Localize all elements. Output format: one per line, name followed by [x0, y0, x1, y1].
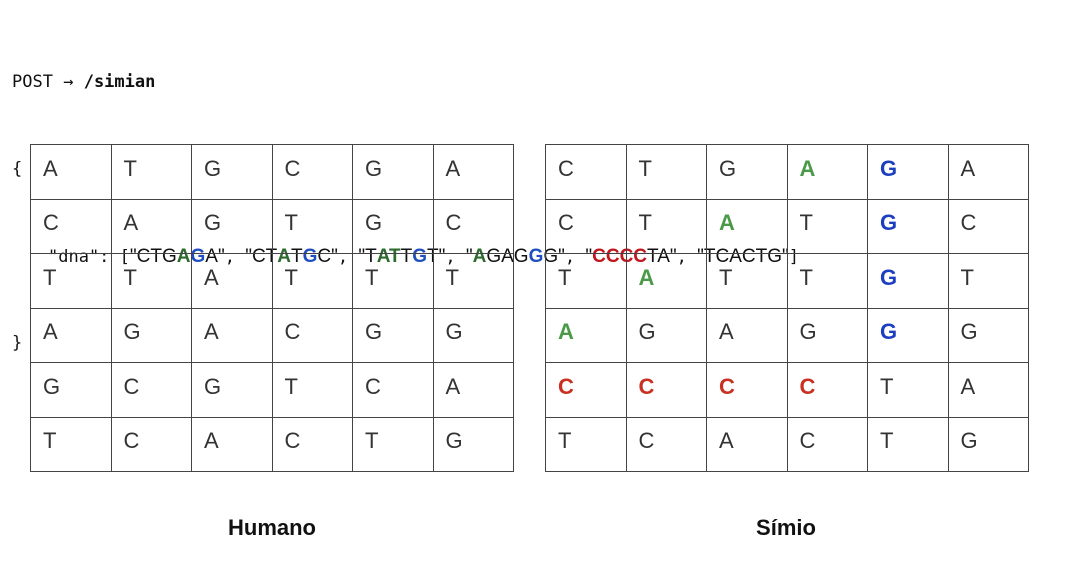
- request-line: POST → /simian: [12, 68, 799, 97]
- grid-cell: C: [947, 198, 1029, 254]
- grid-cell: G: [110, 307, 192, 363]
- grid-cell: C: [545, 144, 627, 200]
- grid-cell: T: [867, 416, 949, 472]
- grid-cell: T: [625, 144, 707, 200]
- grid-cell: C: [786, 362, 868, 418]
- grid-cell: G: [947, 307, 1029, 363]
- grid-cell: T: [947, 253, 1029, 309]
- grid-cell: A: [30, 144, 112, 200]
- grid-cell: C: [271, 144, 353, 200]
- grid-cell: T: [867, 362, 949, 418]
- grid-cell: T: [271, 253, 353, 309]
- grid-cell: A: [706, 198, 788, 254]
- grid-cell: G: [191, 144, 273, 200]
- grid-cell: G: [30, 362, 112, 418]
- grid-cell: A: [947, 144, 1029, 200]
- grid-cell: A: [947, 362, 1029, 418]
- open-brace: {: [12, 159, 23, 179]
- grid-cell: C: [706, 362, 788, 418]
- grid-cell: G: [432, 416, 514, 472]
- grid-cell: G: [867, 144, 949, 200]
- human-caption: Humano: [228, 515, 316, 540]
- grid-cell: G: [352, 198, 434, 254]
- grid-cell: T: [545, 253, 627, 309]
- grid-cell: A: [191, 253, 273, 309]
- grid-cell: T: [30, 416, 112, 472]
- grid-cell: C: [352, 362, 434, 418]
- grid-cell: C: [786, 416, 868, 472]
- grid-cell: G: [191, 362, 273, 418]
- dna-segment: G: [528, 246, 544, 267]
- grid-cell: G: [432, 307, 514, 363]
- grid-cell: G: [191, 198, 273, 254]
- grid-cell: G: [947, 416, 1029, 472]
- close-brace: }: [12, 333, 23, 353]
- route-path: /simian: [83, 72, 156, 92]
- grid-cell: C: [625, 362, 707, 418]
- simian-caption: Símio: [756, 515, 816, 540]
- grid-cell: G: [352, 307, 434, 363]
- grid-cell: C: [271, 307, 353, 363]
- grid-cell: C: [110, 362, 192, 418]
- grid-cell: T: [786, 198, 868, 254]
- grid-cell: G: [867, 198, 949, 254]
- grid-cell: G: [706, 144, 788, 200]
- grid-cell: C: [625, 416, 707, 472]
- grid-cell: A: [706, 307, 788, 363]
- http-method: POST: [12, 72, 53, 92]
- grid-cell: A: [432, 144, 514, 200]
- grid-cell: T: [271, 198, 353, 254]
- grid-cell: C: [271, 416, 353, 472]
- grid-cell: G: [625, 307, 707, 363]
- grid-cell: A: [191, 307, 273, 363]
- arrow-icon: →: [63, 72, 74, 92]
- grid-cell: A: [191, 416, 273, 472]
- grid-cell: T: [786, 253, 868, 309]
- grid-cell: A: [545, 307, 627, 363]
- grid-cell: G: [867, 307, 949, 363]
- grid-cell: C: [545, 198, 627, 254]
- grid-cell: G: [786, 307, 868, 363]
- grid-cell: T: [271, 362, 353, 418]
- grid-cell: T: [706, 253, 788, 309]
- grid-cell: T: [352, 253, 434, 309]
- grid-cell: T: [30, 253, 112, 309]
- grid-cell: T: [110, 144, 192, 200]
- grid-cell: A: [30, 307, 112, 363]
- grid-cell: T: [432, 253, 514, 309]
- grid-cell: C: [545, 362, 627, 418]
- grid-cell: A: [432, 362, 514, 418]
- grid-cell: T: [352, 416, 434, 472]
- grid-cell: T: [110, 253, 192, 309]
- grid-cell: G: [867, 253, 949, 309]
- grid-cell: T: [545, 416, 627, 472]
- grid-cell: A: [625, 253, 707, 309]
- grid-cell: T: [625, 198, 707, 254]
- grid-cell: C: [432, 198, 514, 254]
- grid-cell: G: [352, 144, 434, 200]
- grid-cell: C: [110, 416, 192, 472]
- grid-cell: A: [706, 416, 788, 472]
- grid-cell: C: [30, 198, 112, 254]
- grid-cell: A: [786, 144, 868, 200]
- grid-cell: A: [110, 198, 192, 254]
